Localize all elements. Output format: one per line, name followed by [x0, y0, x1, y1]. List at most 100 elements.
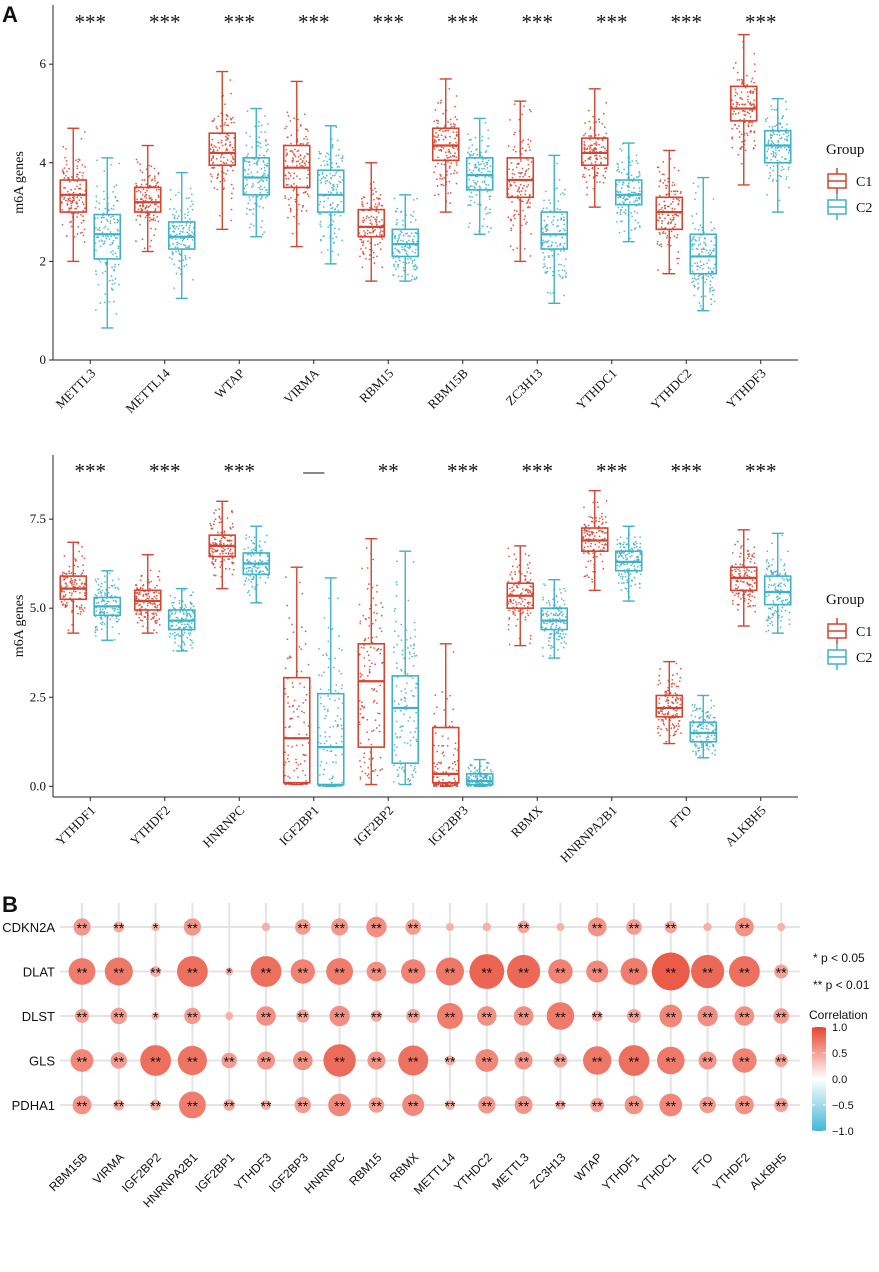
data-point — [404, 245, 407, 248]
data-point — [263, 231, 266, 233]
data-point — [769, 174, 772, 177]
data-point — [251, 578, 253, 581]
data-point — [557, 269, 560, 272]
data-point — [247, 560, 250, 563]
data-point — [118, 632, 120, 635]
data-point — [489, 165, 492, 167]
data-point — [332, 183, 335, 186]
data-point — [544, 265, 546, 268]
data-point — [338, 635, 340, 638]
data-point — [326, 152, 328, 155]
data-point — [454, 116, 457, 118]
data-point — [76, 233, 79, 235]
data-point — [169, 198, 172, 201]
significance-label: *** — [224, 459, 256, 483]
data-point — [449, 165, 451, 168]
data-point — [476, 775, 479, 778]
data-point — [155, 189, 158, 191]
data-point — [415, 740, 418, 743]
data-point — [780, 169, 783, 172]
data-point — [658, 231, 661, 234]
data-point — [249, 199, 251, 201]
data-point — [415, 711, 418, 714]
data-point — [634, 226, 637, 229]
data-point — [300, 670, 303, 673]
data-point — [697, 265, 700, 268]
data-point — [561, 192, 564, 194]
data-point — [113, 609, 116, 612]
data-point — [259, 185, 262, 188]
data-point — [696, 268, 699, 271]
data-point — [295, 767, 298, 770]
data-point — [550, 221, 553, 224]
data-point — [247, 578, 250, 581]
data-point — [149, 245, 152, 248]
data-point — [556, 614, 559, 617]
data-point — [259, 192, 262, 194]
data-point — [259, 546, 261, 548]
data-point — [369, 242, 371, 245]
data-point — [94, 627, 97, 630]
data-point — [214, 574, 217, 577]
data-point — [179, 607, 182, 609]
data-point — [359, 778, 362, 780]
data-point — [620, 149, 623, 152]
data-point — [107, 235, 109, 238]
data-point — [714, 263, 716, 266]
data-point — [254, 202, 256, 205]
data-point — [412, 664, 415, 667]
data-point — [211, 175, 213, 178]
data-point — [488, 198, 491, 201]
data-point — [521, 141, 523, 143]
data-point — [413, 720, 415, 722]
data-point — [231, 522, 234, 525]
data-point — [359, 672, 362, 675]
data-point — [772, 153, 775, 156]
data-point — [82, 171, 84, 174]
data-point — [220, 156, 222, 159]
data-point — [261, 188, 264, 191]
data-point — [246, 559, 248, 562]
data-point — [454, 747, 457, 750]
data-point — [561, 277, 564, 280]
data-point — [320, 164, 323, 167]
data-point — [303, 162, 306, 165]
data-point — [524, 616, 527, 619]
data-point — [285, 125, 288, 128]
data-point — [60, 202, 63, 204]
data-point — [220, 537, 223, 540]
data-point — [146, 594, 148, 596]
x-tick-label: METTL3 — [53, 366, 99, 412]
data-point — [559, 605, 561, 608]
data-point — [663, 200, 666, 203]
data-point — [168, 635, 171, 638]
data-point — [381, 238, 384, 240]
data-point — [101, 611, 104, 614]
data-point — [367, 738, 370, 741]
data-point — [79, 183, 82, 186]
data-point — [264, 115, 266, 117]
data-point — [62, 578, 65, 581]
data-point — [174, 641, 177, 644]
data-point — [104, 607, 107, 610]
data-point — [441, 783, 444, 786]
data-point — [412, 776, 414, 779]
data-point — [333, 232, 336, 235]
data-point — [598, 143, 600, 146]
data-point — [75, 559, 78, 561]
data-point — [71, 584, 73, 586]
data-point — [95, 602, 98, 604]
data-point — [527, 567, 530, 569]
data-point — [231, 561, 233, 564]
data-point — [702, 267, 704, 270]
data-point — [753, 140, 756, 142]
data-point — [84, 166, 86, 168]
data-point — [670, 190, 673, 193]
data-point — [65, 170, 68, 173]
data-point — [251, 571, 254, 574]
data-point — [135, 596, 138, 599]
data-point — [435, 140, 438, 143]
significance-label: *** — [522, 459, 554, 483]
data-point — [225, 139, 227, 141]
data-point — [524, 598, 526, 601]
